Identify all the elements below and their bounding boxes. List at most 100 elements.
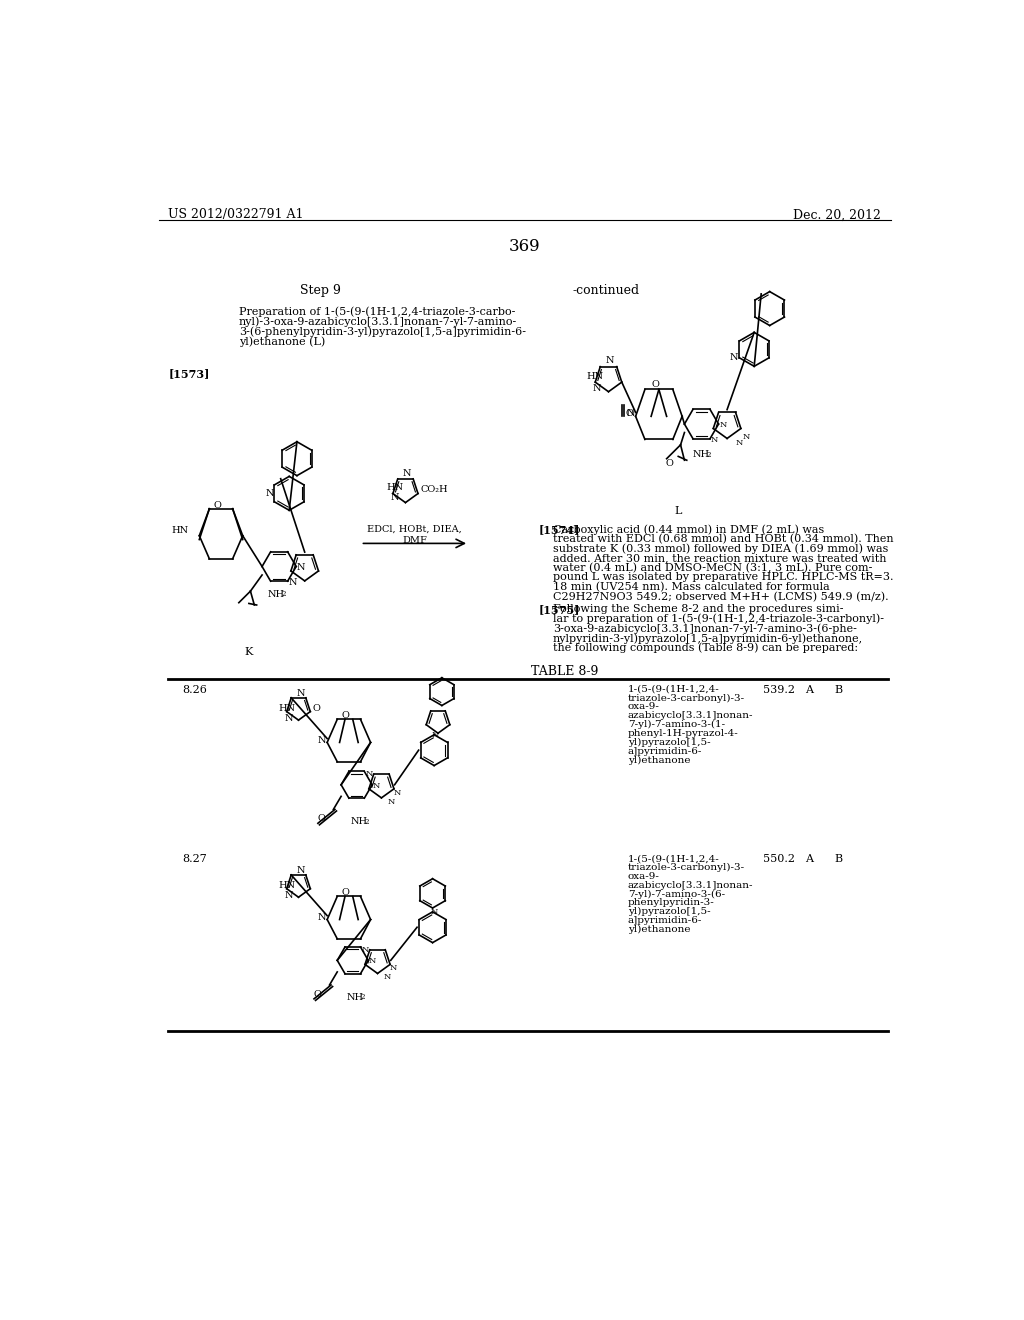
Text: N: N bbox=[402, 469, 411, 478]
Text: N: N bbox=[394, 788, 401, 797]
Text: 2: 2 bbox=[365, 818, 369, 826]
Text: DMF: DMF bbox=[402, 536, 427, 545]
Text: B: B bbox=[835, 685, 843, 694]
Text: O: O bbox=[341, 888, 349, 898]
Text: O: O bbox=[341, 711, 349, 719]
Text: Dec. 20, 2012: Dec. 20, 2012 bbox=[794, 209, 882, 222]
Text: 8.27: 8.27 bbox=[182, 854, 207, 865]
Text: TABLE 8-9: TABLE 8-9 bbox=[531, 665, 598, 677]
Text: O: O bbox=[314, 990, 322, 999]
Text: HN: HN bbox=[279, 704, 296, 713]
Text: O: O bbox=[213, 502, 221, 510]
Text: oxa-9-: oxa-9- bbox=[628, 702, 659, 711]
Text: N: N bbox=[742, 433, 750, 441]
Text: Carboxylic acid (0.44 mmol) in DMF (2 mL) was: Carboxylic acid (0.44 mmol) in DMF (2 mL… bbox=[553, 524, 824, 535]
Text: [1573]: [1573] bbox=[168, 368, 210, 379]
Text: EDCl, HOBt, DIEA,: EDCl, HOBt, DIEA, bbox=[368, 525, 462, 533]
Text: 2: 2 bbox=[282, 590, 286, 598]
Text: B: B bbox=[835, 854, 843, 865]
Text: N: N bbox=[390, 964, 397, 973]
Text: N: N bbox=[289, 578, 297, 587]
Text: N: N bbox=[719, 421, 727, 429]
Text: K: K bbox=[244, 647, 252, 657]
Text: O: O bbox=[626, 409, 634, 417]
Text: phenyl-1H-pyrazol-4-: phenyl-1H-pyrazol-4- bbox=[628, 729, 738, 738]
Text: NH: NH bbox=[346, 993, 364, 1002]
Text: N: N bbox=[627, 409, 635, 417]
Text: substrate K (0.33 mmol) followed by DIEA (1.69 mmol) was: substrate K (0.33 mmol) followed by DIEA… bbox=[553, 544, 888, 554]
Text: triazole-3-carbonyl)-3-: triazole-3-carbonyl)-3- bbox=[628, 863, 745, 873]
Text: N: N bbox=[430, 908, 437, 916]
Text: yl)ethanone: yl)ethanone bbox=[628, 755, 690, 764]
Text: N: N bbox=[432, 731, 439, 739]
Text: N: N bbox=[605, 356, 614, 366]
Text: oxa-9-: oxa-9- bbox=[628, 871, 659, 880]
Text: 3-(6-phenylpyridin-3-yl)pyrazolo[1,5-a]pyrimidin-6-: 3-(6-phenylpyridin-3-yl)pyrazolo[1,5-a]p… bbox=[239, 326, 526, 337]
Text: yl)ethanone (L): yl)ethanone (L) bbox=[239, 337, 325, 347]
Text: HN: HN bbox=[587, 372, 604, 380]
Text: 18 min (UV254 nm). Mass calculated for formula: 18 min (UV254 nm). Mass calculated for f… bbox=[553, 582, 829, 593]
Text: N: N bbox=[384, 973, 391, 982]
Text: phenylpyridin-3-: phenylpyridin-3- bbox=[628, 899, 715, 907]
Text: N: N bbox=[317, 913, 327, 923]
Text: N: N bbox=[593, 384, 601, 393]
Text: azabicyclo[3.3.1]nonan-: azabicyclo[3.3.1]nonan- bbox=[628, 880, 754, 890]
Text: yl)pyrazolo[1,5-: yl)pyrazolo[1,5- bbox=[628, 738, 711, 747]
Text: 369: 369 bbox=[509, 238, 541, 255]
Text: the following compounds (Table 8-9) can be prepared:: the following compounds (Table 8-9) can … bbox=[553, 643, 858, 653]
Text: [1574]: [1574] bbox=[539, 524, 581, 535]
Text: 7-yl)-7-amino-3-(1-: 7-yl)-7-amino-3-(1- bbox=[628, 721, 725, 729]
Text: N: N bbox=[285, 891, 293, 900]
Text: L: L bbox=[675, 507, 682, 516]
Text: added. After 30 min, the reaction mixture was treated with: added. After 30 min, the reaction mixtur… bbox=[553, 553, 886, 564]
Text: 539.2: 539.2 bbox=[764, 685, 796, 694]
Text: N: N bbox=[369, 957, 377, 965]
Text: yl)pyrazolo[1,5-: yl)pyrazolo[1,5- bbox=[628, 907, 711, 916]
Text: N: N bbox=[361, 945, 369, 954]
Text: yl)ethanone: yl)ethanone bbox=[628, 925, 690, 935]
Text: a]pyrimidin-6-: a]pyrimidin-6- bbox=[628, 916, 702, 925]
Text: N: N bbox=[285, 714, 293, 723]
Text: C29H27N9O3 549.2; observed M+H+ (LCMS) 549.9 (m/z).: C29H27N9O3 549.2; observed M+H+ (LCMS) 5… bbox=[553, 591, 889, 602]
Text: N: N bbox=[729, 354, 738, 362]
Text: 8.26: 8.26 bbox=[182, 685, 207, 694]
Text: nylpyridin-3-yl)pyrazolo[1,5-a]pyrimidin-6-yl)ethanone,: nylpyridin-3-yl)pyrazolo[1,5-a]pyrimidin… bbox=[553, 634, 863, 644]
Text: 2: 2 bbox=[707, 451, 711, 459]
Text: water (0.4 mL) and DMSO-MeCN (3:1, 3 mL). Pure com-: water (0.4 mL) and DMSO-MeCN (3:1, 3 mL)… bbox=[553, 562, 872, 573]
Text: N: N bbox=[296, 689, 305, 698]
Text: HN: HN bbox=[171, 527, 188, 536]
Text: O: O bbox=[312, 704, 321, 713]
Text: N: N bbox=[266, 488, 274, 498]
Text: lar to preparation of 1-(5-(9-(1H-1,2,4-triazole-3-carbonyl)-: lar to preparation of 1-(5-(9-(1H-1,2,4-… bbox=[553, 614, 884, 624]
Text: N: N bbox=[366, 770, 373, 779]
Text: N: N bbox=[297, 564, 305, 573]
Text: -continued: -continued bbox=[572, 284, 640, 297]
Text: Step 9: Step 9 bbox=[300, 284, 341, 297]
Text: 1-(5-(9-(1H-1,2,4-: 1-(5-(9-(1H-1,2,4- bbox=[628, 854, 720, 863]
Text: 1-(5-(9-(1H-1,2,4-: 1-(5-(9-(1H-1,2,4- bbox=[628, 685, 720, 694]
Text: nyl)-3-oxa-9-azabicyclo[3.3.1]nonan-7-yl-7-amino-: nyl)-3-oxa-9-azabicyclo[3.3.1]nonan-7-yl… bbox=[239, 317, 517, 327]
Text: [1575]: [1575] bbox=[539, 605, 581, 615]
Text: 550.2: 550.2 bbox=[764, 854, 796, 865]
Text: 3-oxa-9-azabicyclo[3.3.1]nonan-7-yl-7-amino-3-(6-phe-: 3-oxa-9-azabicyclo[3.3.1]nonan-7-yl-7-am… bbox=[553, 623, 856, 634]
Text: CO₂H: CO₂H bbox=[421, 484, 449, 494]
Text: HN: HN bbox=[279, 880, 296, 890]
Text: pound L was isolated by preparative HPLC. HPLC-MS tR=3.: pound L was isolated by preparative HPLC… bbox=[553, 573, 893, 582]
Text: NH: NH bbox=[267, 590, 285, 598]
Text: A: A bbox=[805, 685, 813, 694]
Text: N: N bbox=[735, 440, 743, 447]
Text: 2: 2 bbox=[360, 994, 365, 1002]
Text: HN: HN bbox=[386, 483, 403, 492]
Text: N: N bbox=[391, 494, 399, 503]
Text: O: O bbox=[651, 380, 658, 389]
Text: Following the Scheme 8-2 and the procedures simi-: Following the Scheme 8-2 and the procedu… bbox=[553, 605, 843, 614]
Text: a]pyrimidin-6-: a]pyrimidin-6- bbox=[628, 747, 702, 755]
Text: O: O bbox=[317, 814, 326, 824]
Text: NH: NH bbox=[350, 817, 368, 826]
Text: N: N bbox=[296, 866, 305, 875]
Text: US 2012/0322791 A1: US 2012/0322791 A1 bbox=[168, 209, 304, 222]
Text: triazole-3-carbonyl)-3-: triazole-3-carbonyl)-3- bbox=[628, 693, 745, 702]
Text: N: N bbox=[388, 797, 395, 807]
Text: N: N bbox=[317, 737, 327, 746]
Text: Preparation of 1-(5-(9-(1H-1,2,4-triazole-3-carbo-: Preparation of 1-(5-(9-(1H-1,2,4-triazol… bbox=[239, 306, 515, 317]
